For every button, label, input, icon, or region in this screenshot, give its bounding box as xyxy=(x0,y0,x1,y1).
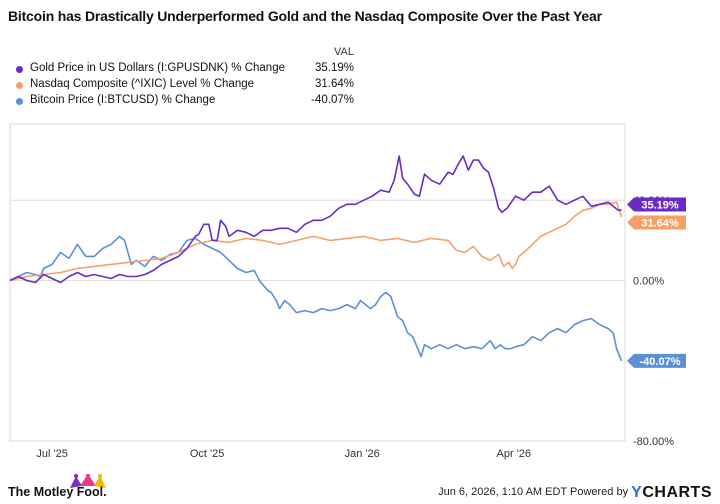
legend-marker-icon xyxy=(16,98,23,105)
legend-value-header: VAL xyxy=(334,46,354,58)
legend-item-label: Nasdaq Composite (^IXIC) Level % Change xyxy=(30,78,255,90)
legend-marker-icon xyxy=(16,82,23,89)
timestamp: Jun 6, 2026, 1:10 AM EDT Powered by xyxy=(438,486,629,498)
legend-marker-icon xyxy=(16,66,23,73)
end-value-tag xyxy=(627,197,686,212)
jester-hat-icon xyxy=(70,474,106,488)
x-tick-label: Jan '26 xyxy=(345,448,380,460)
brand-logo: The Motley Fool. xyxy=(8,474,128,502)
plot-frame xyxy=(9,123,626,442)
chart-title: Bitcoin has Drastically Underperformed G… xyxy=(8,8,602,24)
legend-item-nasdaq[interactable]: Nasdaq Composite (^IXIC) Level % Change … xyxy=(14,78,354,94)
series-line xyxy=(9,201,623,282)
legend-item-value: 31.64% xyxy=(314,78,354,90)
series-line xyxy=(9,235,623,362)
series-line xyxy=(9,155,622,284)
end-value-tag xyxy=(627,353,686,368)
end-value-tag xyxy=(627,215,686,230)
y-tick-label: -80.00% xyxy=(633,436,674,448)
end-value-label: 31.64% xyxy=(641,217,679,229)
ycharts-logo: YCHARTS xyxy=(631,484,712,501)
legend-item-value: -40.07% xyxy=(311,94,354,106)
y-tick-label: 0.00% xyxy=(633,275,664,287)
brand-name: The Motley Fool. xyxy=(8,485,107,499)
legend-item-label: Gold Price in US Dollars (I:GPUSDNK) % C… xyxy=(30,62,285,74)
x-tick-label: Jul '25 xyxy=(36,448,67,460)
legend-item-value: 35.19% xyxy=(314,62,354,74)
attribution: Jun 6, 2026, 1:10 AM EDT Powered by YCHA… xyxy=(438,484,712,502)
end-value-label: 35.19% xyxy=(641,199,679,211)
x-tick-label: Oct '25 xyxy=(190,448,225,460)
legend-item-label: Bitcoin Price (I:BTCUSD) % Change xyxy=(30,94,216,106)
x-tick-label: Apr '26 xyxy=(497,448,532,460)
end-value-label: -40.07% xyxy=(640,356,681,368)
legend-item-gold[interactable]: Gold Price in US Dollars (I:GPUSDNK) % C… xyxy=(14,62,354,78)
legend-item-bitcoin[interactable]: Bitcoin Price (I:BTCUSD) % Change -40.07… xyxy=(14,94,354,110)
